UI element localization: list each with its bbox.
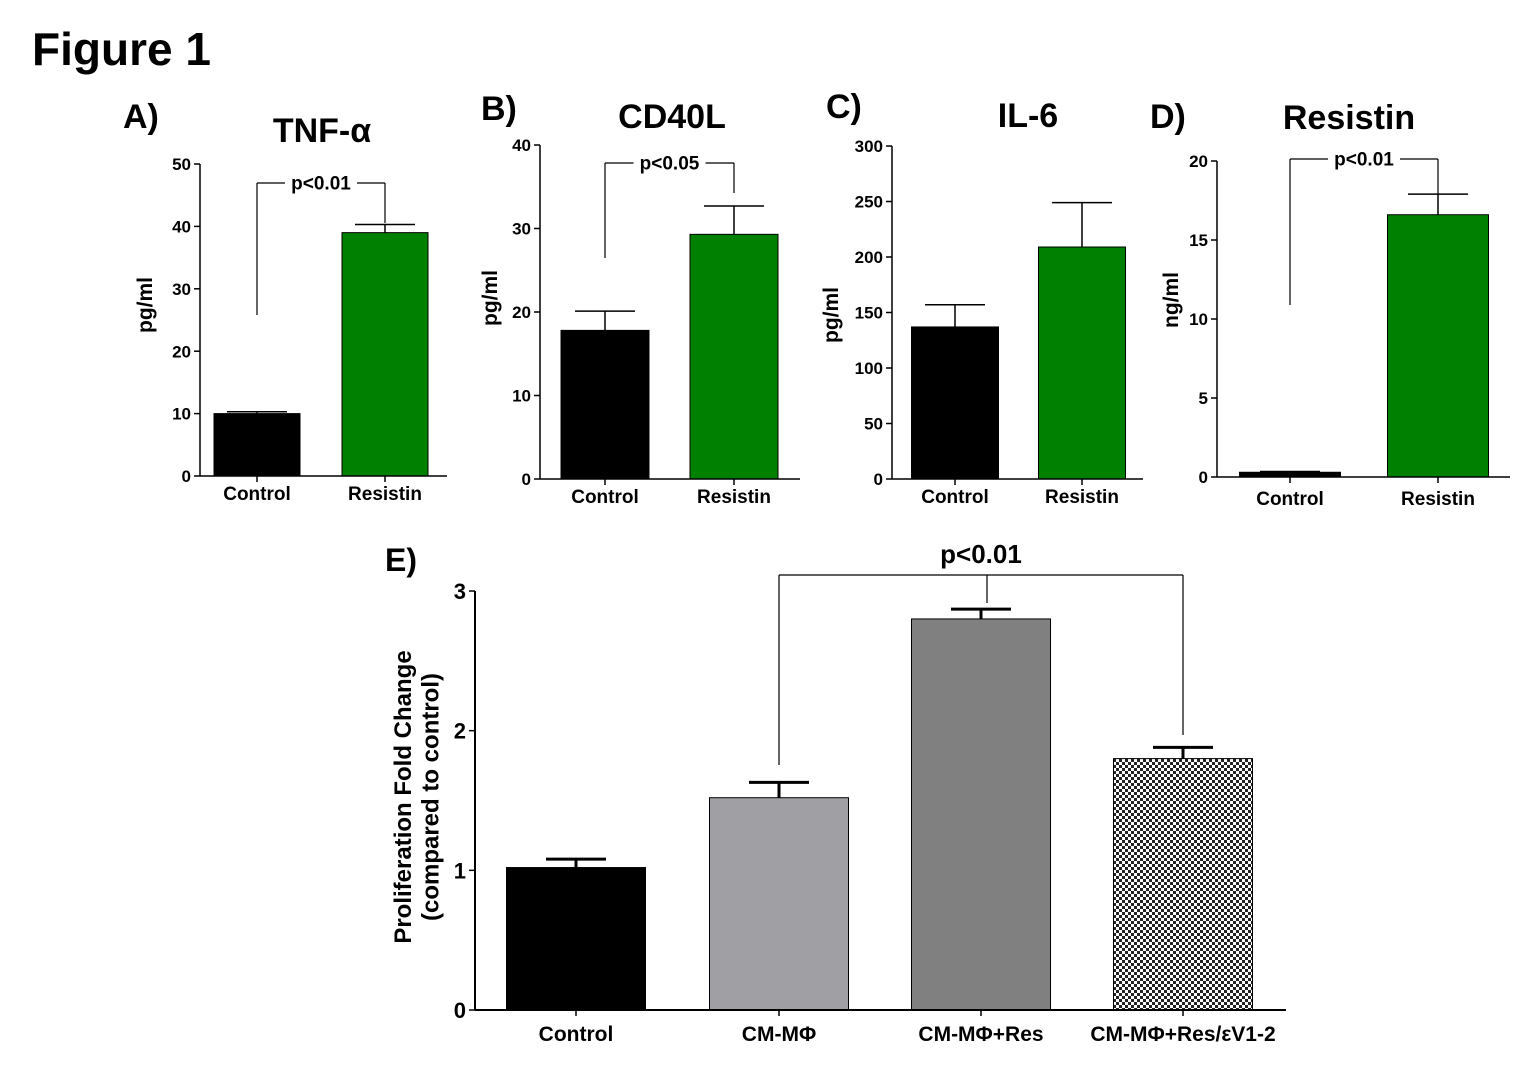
bar bbox=[709, 797, 849, 1011]
y-tick-label: 10 bbox=[512, 387, 531, 406]
y-tick-label: 200 bbox=[855, 248, 883, 267]
x-tick-label: Control bbox=[921, 487, 989, 508]
bar bbox=[911, 326, 999, 480]
bar bbox=[341, 232, 429, 477]
y-tick-label: 10 bbox=[1189, 310, 1208, 329]
y-tick-label: 30 bbox=[512, 220, 531, 239]
y-tick-label: 50 bbox=[172, 155, 191, 174]
x-tick-label: Control bbox=[539, 1023, 614, 1046]
y-axis-label: pg/ml bbox=[820, 287, 843, 343]
y-tick-label: 15 bbox=[1189, 231, 1208, 250]
chart-title: IL-6 bbox=[998, 97, 1058, 135]
significance-label: p<0.01 bbox=[940, 539, 1022, 569]
y-tick-label: 0 bbox=[182, 467, 191, 486]
error-bar bbox=[1153, 745, 1213, 759]
error-bar bbox=[749, 780, 809, 798]
bar bbox=[1387, 214, 1489, 478]
panel-label: C) bbox=[826, 88, 862, 126]
y-tick-label: 300 bbox=[855, 137, 883, 156]
y-tick-label: 20 bbox=[1189, 152, 1208, 171]
y-tick-label: 50 bbox=[864, 415, 883, 434]
bar bbox=[689, 233, 779, 480]
bar bbox=[560, 329, 650, 480]
error-bar bbox=[575, 310, 635, 331]
chart-title: TNF-α bbox=[273, 112, 371, 150]
x-tick-label: CM-MΦ+Res/εV1-2 bbox=[1090, 1023, 1275, 1046]
y-axis-label: pg/ml bbox=[134, 277, 157, 333]
x-tick-label: Resistin bbox=[1045, 487, 1119, 508]
bar bbox=[1038, 246, 1126, 480]
x-tick-label: Resistin bbox=[1401, 489, 1475, 510]
significance-bracket: p<0.01 bbox=[1289, 150, 1439, 305]
y-tick-label: 30 bbox=[172, 280, 191, 299]
panel-label: D) bbox=[1150, 98, 1186, 136]
x-tick-label: CM-MΦ bbox=[742, 1023, 816, 1046]
y-tick-label: 40 bbox=[172, 218, 191, 237]
panel-label: B) bbox=[481, 90, 517, 128]
error-bar bbox=[1052, 201, 1112, 248]
bar bbox=[213, 413, 301, 477]
error-bar bbox=[227, 410, 287, 414]
bar bbox=[1113, 758, 1253, 1011]
x-tick-label: Resistin bbox=[697, 487, 771, 508]
chart-panel-4: D) Resistin ng/ml 0 5 10 15 20 Control Resistin p<… bbox=[1150, 98, 1510, 510]
panel-label: A) bbox=[123, 98, 159, 136]
y-tick-label: 0 bbox=[522, 470, 531, 489]
significance-bracket: p<0.05 bbox=[604, 154, 735, 258]
y-axis-label: Proliferation Fold Change(compared to co… bbox=[390, 650, 445, 943]
y-axis-label: pg/ml bbox=[479, 270, 502, 326]
significance-bracket: p<0.01 bbox=[778, 539, 1184, 765]
y-tick-label: 20 bbox=[512, 303, 531, 322]
error-bar bbox=[546, 857, 606, 868]
error-bar bbox=[951, 607, 1011, 619]
bar bbox=[506, 867, 646, 1011]
figure-title: Figure 1 bbox=[32, 23, 211, 75]
y-tick-label: 5 bbox=[1199, 389, 1208, 408]
chart-panel-2: B) CD40L pg/ml 0 10 20 30 40 Control Resistin p<0.… bbox=[479, 90, 800, 508]
x-tick-label: Resistin bbox=[348, 484, 422, 505]
x-tick-label: CM-MΦ+Res bbox=[918, 1023, 1043, 1046]
significance-label: p<0.05 bbox=[640, 154, 700, 175]
x-tick-label: Control bbox=[223, 484, 291, 505]
error-bar bbox=[925, 303, 985, 327]
y-tick-label: 2 bbox=[454, 719, 466, 744]
error-bar bbox=[704, 205, 764, 235]
x-tick-label: Control bbox=[571, 487, 639, 508]
y-tick-label: 40 bbox=[512, 136, 531, 155]
y-tick-label: 0 bbox=[874, 470, 883, 489]
y-tick-label: 10 bbox=[172, 405, 191, 424]
y-tick-label: 100 bbox=[855, 359, 883, 378]
chart-title: CD40L bbox=[618, 98, 726, 136]
y-tick-label: 150 bbox=[855, 304, 883, 323]
y-tick-label: 3 bbox=[454, 579, 466, 604]
chart-panel-3: C) IL-6 pg/ml 0 50 100 150 200 250 300 Control Resi… bbox=[820, 88, 1143, 508]
y-axis-label: ng/ml bbox=[1160, 272, 1183, 328]
error-bar bbox=[355, 223, 415, 233]
error-bar bbox=[1260, 470, 1320, 473]
y-tick-label: 20 bbox=[172, 342, 191, 361]
chart-panel-1: A) TNF-α pg/ml 0 10 20 30 40 50 Control Resistin p<… bbox=[123, 98, 447, 505]
y-tick-label: 0 bbox=[454, 998, 466, 1023]
chart-title: Resistin bbox=[1283, 99, 1415, 137]
significance-label: p<0.01 bbox=[1334, 150, 1394, 171]
chart-panel-5: E) Proliferation Fold Change(compared to … bbox=[385, 539, 1286, 1046]
y-tick-label: 250 bbox=[855, 193, 883, 212]
significance-bracket: p<0.01 bbox=[256, 174, 386, 315]
significance-label: p<0.01 bbox=[291, 174, 351, 195]
error-bar bbox=[1408, 193, 1468, 215]
panel-label: E) bbox=[385, 542, 417, 578]
x-tick-label: Control bbox=[1256, 489, 1324, 510]
bar bbox=[911, 618, 1051, 1011]
y-tick-label: 0 bbox=[1199, 468, 1208, 487]
y-tick-label: 1 bbox=[454, 858, 466, 883]
